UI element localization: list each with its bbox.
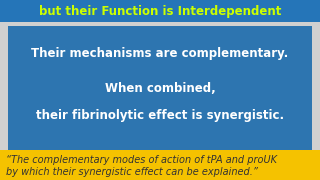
Text: but their Function is Interdependent: but their Function is Interdependent [39, 4, 281, 17]
Bar [8, 26, 312, 150]
Text: by which their synergistic effect can be explained.”: by which their synergistic effect can be… [6, 167, 258, 177]
Bar [0, 150, 320, 180]
Text: When combined,: When combined, [105, 82, 215, 94]
Text: Their mechanisms are complementary.: Their mechanisms are complementary. [31, 47, 289, 60]
Bar [0, 0, 320, 22]
Text: their fibrinolytic effect is synergistic.: their fibrinolytic effect is synergistic… [36, 109, 284, 122]
Text: “The complementary modes of action of tPA and proUK: “The complementary modes of action of tP… [6, 155, 277, 165]
